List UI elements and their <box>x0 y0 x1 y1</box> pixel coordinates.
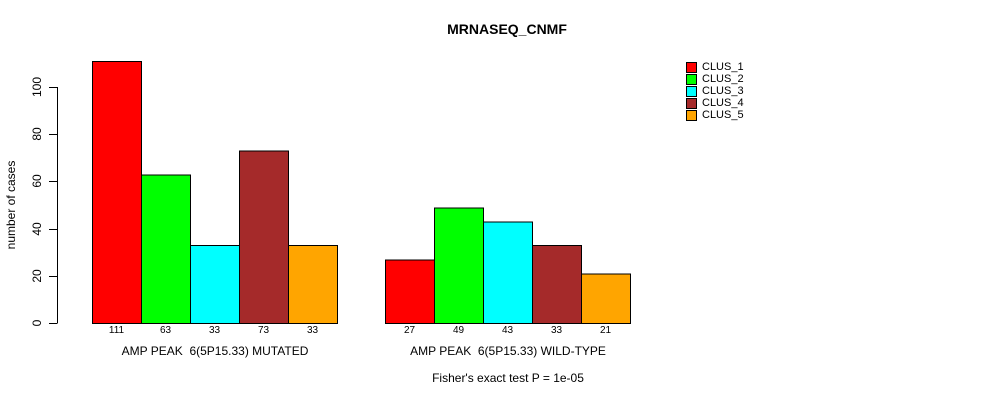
legend-swatch-icon <box>686 73 697 85</box>
legend-label: CLUS_5 <box>702 109 744 121</box>
chart-title: MRNASEQ_CNMF <box>447 21 567 37</box>
legend-item-CLUS_4: CLUS_4 <box>686 97 744 109</box>
legend-item-CLUS_2: CLUS_2 <box>686 73 744 85</box>
bar-value-label: 49 <box>452 325 465 336</box>
bar-value-label: 33 <box>550 325 563 336</box>
bar-CLUS_2-group-0 <box>141 174 191 324</box>
y-tick-label-60: 60 <box>30 174 44 188</box>
y-axis-title: number of cases <box>4 160 18 250</box>
bar-value-label: 21 <box>599 325 612 336</box>
group-label-mutated: AMP PEAK 6(5P15.33) MUTATED <box>121 344 309 358</box>
bar-CLUS_3-group-0 <box>190 245 240 324</box>
y-tick-label-80: 80 <box>30 127 44 141</box>
legend-label: CLUS_1 <box>702 61 744 73</box>
bar-value-label: 73 <box>257 325 270 336</box>
bar-CLUS_1-group-0 <box>92 61 142 324</box>
fisher-test-annotation: Fisher's exact test P = 1e-05 <box>432 371 584 385</box>
legend-label: CLUS_2 <box>702 73 744 85</box>
legend-label: CLUS_3 <box>702 85 744 97</box>
legend-swatch-icon <box>686 97 697 109</box>
y-tick-label-100: 100 <box>30 76 44 98</box>
bar-CLUS_3-group-1 <box>483 221 533 325</box>
bar-value-label: 33 <box>208 325 221 336</box>
bar-CLUS_4-group-0 <box>239 150 289 324</box>
group-label-wild-type: AMP PEAK 6(5P15.33) WILD-TYPE <box>410 344 606 358</box>
legend-swatch-icon <box>686 85 697 97</box>
bar-CLUS_2-group-1 <box>434 207 484 324</box>
legend-item-CLUS_1: CLUS_1 <box>686 61 744 73</box>
y-tick-label-40: 40 <box>30 222 44 236</box>
bar-value-label: 33 <box>306 325 319 336</box>
bar-value-label: 27 <box>403 325 416 336</box>
legend-swatch-icon <box>686 109 697 121</box>
y-tick-label-20: 20 <box>30 269 44 283</box>
bar-CLUS_5-group-0 <box>288 245 338 324</box>
legend-item-CLUS_3: CLUS_3 <box>686 85 744 97</box>
legend-item-CLUS_5: CLUS_5 <box>686 109 744 121</box>
bar-CLUS_5-group-1 <box>581 273 631 325</box>
bar-CLUS_1-group-1 <box>385 259 435 324</box>
legend: CLUS_1 CLUS_2 CLUS_3 CLUS_4 CLUS_5 <box>686 61 744 121</box>
bar-value-label: 43 <box>501 325 514 336</box>
legend-swatch-icon <box>686 61 697 73</box>
bar-value-label: 63 <box>159 325 172 336</box>
bar-value-label: 111 <box>108 325 125 336</box>
bar-CLUS_4-group-1 <box>532 245 582 324</box>
legend-label: CLUS_4 <box>702 97 744 109</box>
y-tick-label-0: 0 <box>30 319 44 327</box>
